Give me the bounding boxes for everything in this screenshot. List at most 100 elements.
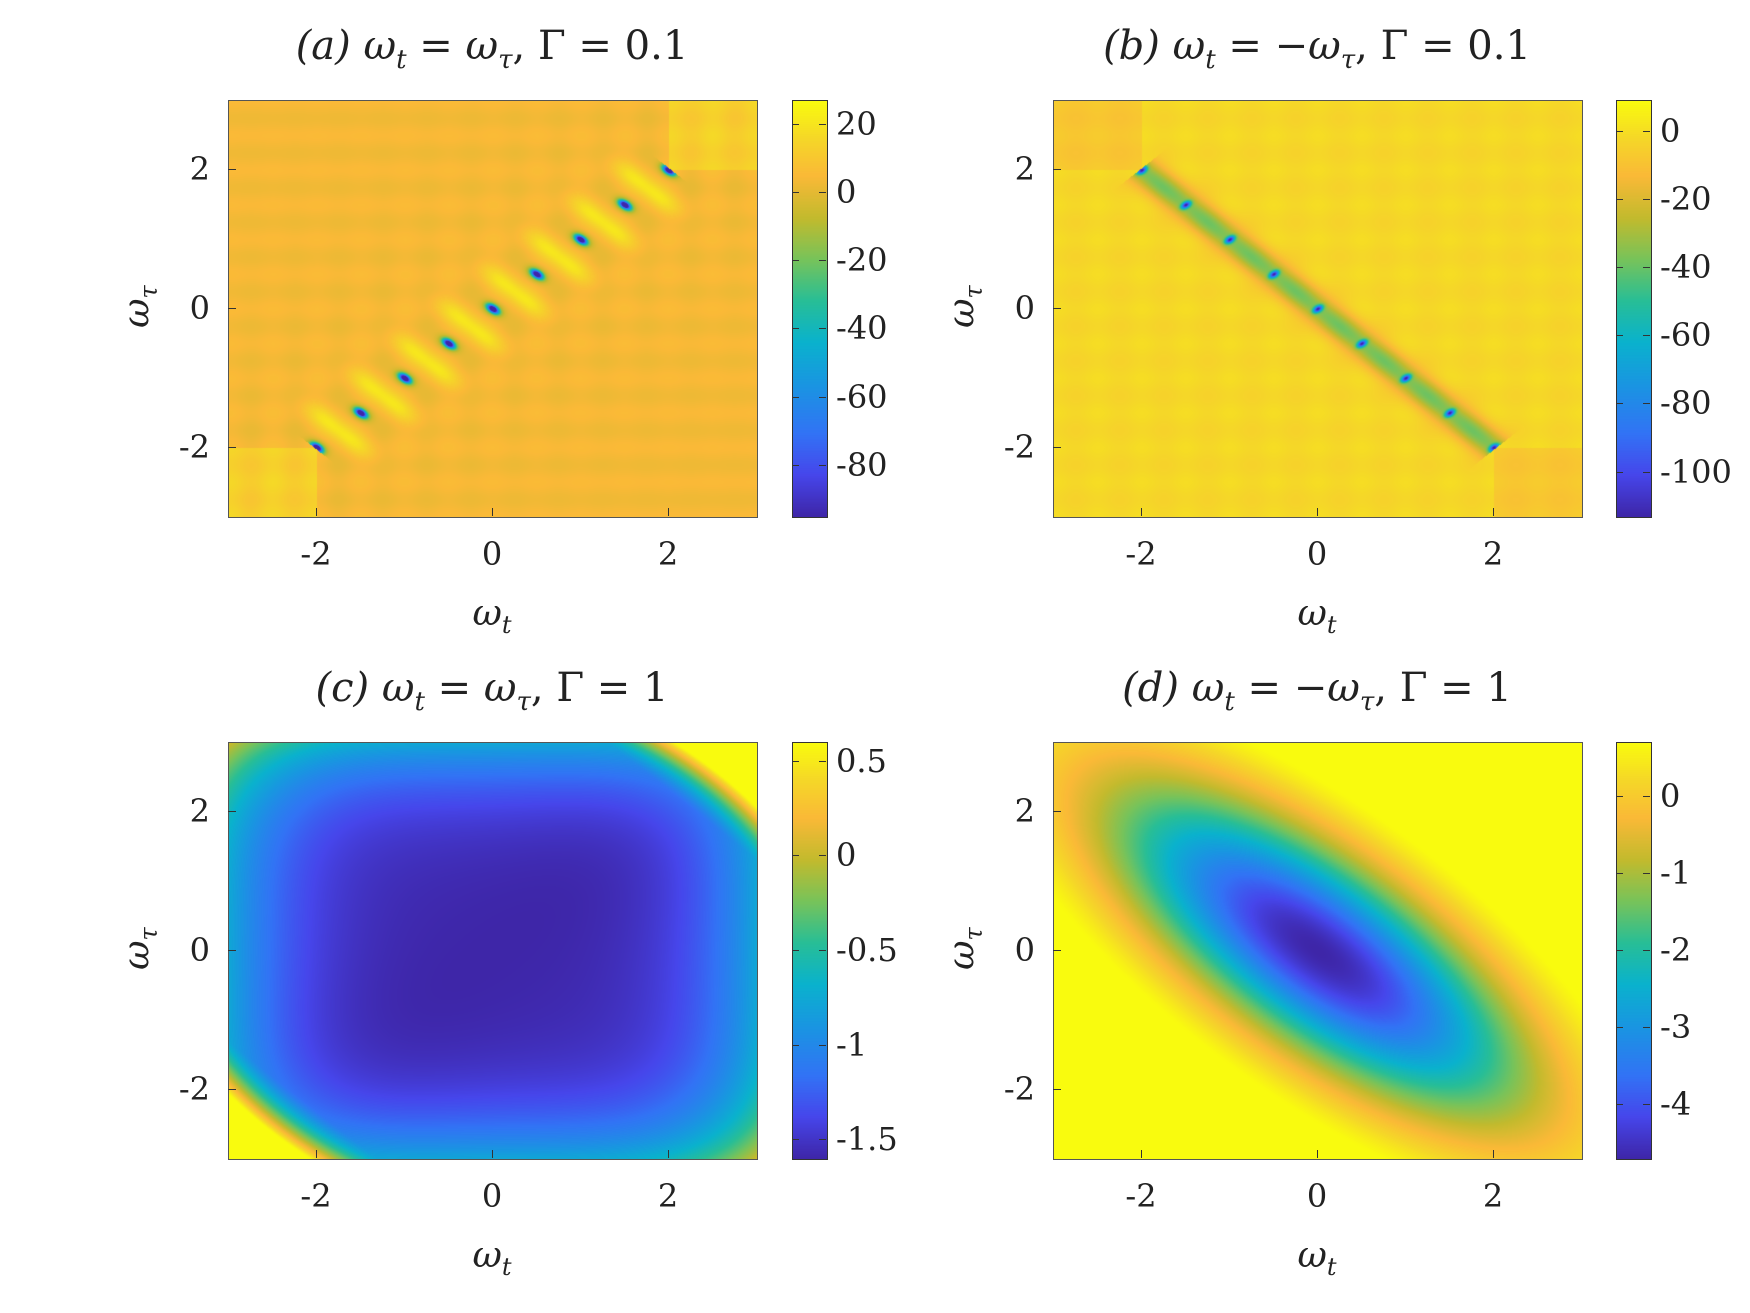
- y-axis-label: ωτ: [116, 285, 163, 328]
- x-axis-label: ωt: [472, 1235, 512, 1282]
- y-tick-mark: [228, 169, 236, 171]
- y-tick-label: 0: [1014, 931, 1035, 969]
- y-tick-label: 2: [1014, 792, 1035, 831]
- colorbar-tick-mark-left: [792, 123, 799, 125]
- colorbar-tick-label: -3: [1660, 1008, 1692, 1047]
- colorbar-tick-label: -4: [1660, 1085, 1692, 1124]
- x-tick-label: 0: [1306, 1177, 1328, 1215]
- x-tick-mark: [1493, 1150, 1494, 1158]
- title-rhs: ω: [483, 665, 517, 711]
- y-tick-mark: [1053, 308, 1061, 309]
- colorbar-tick-label: 0: [836, 836, 857, 875]
- colorbar-tick-mark-left: [792, 396, 799, 398]
- heatmap-canvas: [229, 743, 757, 1159]
- title-letter: (b): [1103, 23, 1160, 69]
- heatmap-canvas: [1054, 743, 1582, 1159]
- colorbar-tick-label: -0.5: [836, 931, 898, 969]
- y-tick-mark: [1053, 811, 1061, 813]
- title-gamma: , Γ = 0.1: [512, 23, 689, 69]
- heatmap-area: [228, 100, 758, 518]
- colorbar-tick-label: 0: [836, 173, 857, 212]
- colorbar-tick-mark-left: [792, 192, 799, 194]
- panel-title: (d) ωt = −ωτ, Γ = 1: [1053, 665, 1581, 717]
- colorbar-canvas: [1617, 101, 1651, 517]
- y-tick-mark: [228, 1088, 236, 1090]
- y-tick-mark: [1053, 950, 1061, 951]
- colorbar-tick-mark: [1643, 335, 1650, 337]
- colorbar-tick-mark: [819, 464, 826, 466]
- colorbar-tick-mark-left: [792, 1139, 799, 1141]
- colorbar-tick-label: -1: [1660, 853, 1692, 892]
- y-tick-mark: [1053, 446, 1061, 448]
- colorbar-tick-label: -2: [1660, 931, 1692, 969]
- y-tick-label: 2: [189, 150, 210, 189]
- title-rhs: ω: [1308, 23, 1341, 69]
- colorbar-tick-mark-left: [792, 328, 799, 330]
- y-tick-mark: [228, 446, 236, 448]
- colorbar-tick-mark-left: [792, 760, 799, 762]
- colorbar-tick-label: -80: [1660, 384, 1712, 423]
- y-tick-label: -2: [1003, 427, 1035, 466]
- heatmap-area: [228, 742, 758, 1160]
- colorbar-tick-mark-left: [1616, 872, 1623, 874]
- colorbar-tick-mark-left: [1616, 795, 1623, 797]
- colorbar-canvas: [1617, 743, 1651, 1159]
- title-eq: = −: [1215, 23, 1309, 69]
- x-tick-mark: [1317, 1150, 1318, 1158]
- colorbar-tick-label: -40: [836, 309, 888, 348]
- colorbar-tick-label: 0: [1660, 776, 1681, 815]
- title-lhs-sub: t: [1224, 687, 1235, 717]
- y-tick-label: -2: [178, 1069, 210, 1108]
- x-tick-label: -2: [1125, 1177, 1157, 1215]
- x-tick-mark: [668, 1150, 669, 1158]
- heatmap-area: [1053, 742, 1583, 1160]
- x-axis-label: ωt: [1297, 1235, 1337, 1282]
- panel-title: (c) ωt = ωτ, Γ = 1: [228, 665, 756, 717]
- x-tick-label: 0: [481, 535, 503, 573]
- colorbar-tick-label: -20: [836, 241, 888, 280]
- heatmap-canvas: [229, 101, 757, 517]
- y-tick-mark: [228, 811, 236, 813]
- x-tick-label: 2: [657, 535, 679, 573]
- y-tick-mark: [228, 308, 236, 309]
- colorbar-tick-mark-left: [1616, 335, 1623, 337]
- colorbar-tick-mark-left: [792, 1044, 799, 1046]
- title-rhs-sub: τ: [498, 45, 513, 75]
- colorbar-tick-mark-left: [1616, 950, 1623, 951]
- colorbar-tick-mark: [1643, 130, 1650, 132]
- title-letter: (c): [315, 665, 370, 711]
- colorbar-tick-mark: [819, 1139, 826, 1141]
- colorbar-tick-mark: [1643, 471, 1650, 473]
- title-gamma: , Γ = 1: [530, 665, 669, 711]
- colorbar-tick-mark: [1643, 1027, 1650, 1029]
- colorbar-tick-label: -20: [1660, 179, 1712, 218]
- title-lhs: ω: [369, 665, 415, 711]
- colorbar-tick-mark: [1643, 795, 1650, 797]
- x-tick-label: 2: [1482, 1177, 1504, 1215]
- y-tick-mark: [1053, 1088, 1061, 1090]
- x-axis-label: ωt: [472, 593, 512, 640]
- x-tick-mark: [492, 1150, 493, 1158]
- x-tick-label: -2: [300, 1177, 332, 1215]
- colorbar-tick-mark-left: [1616, 267, 1623, 269]
- y-tick-label: 0: [189, 931, 210, 969]
- title-eq: =: [424, 665, 484, 711]
- colorbar-tick-mark: [1643, 198, 1650, 200]
- x-tick-mark: [1141, 1150, 1142, 1158]
- x-tick-label: 2: [1482, 535, 1504, 573]
- x-tick-mark: [1141, 508, 1142, 516]
- y-tick-mark: [228, 950, 236, 951]
- x-tick-mark: [316, 508, 317, 516]
- colorbar: [792, 100, 828, 518]
- title-lhs-sub: t: [396, 45, 407, 75]
- colorbar-tick-label: 0: [1660, 111, 1681, 150]
- title-lhs: ω: [350, 23, 397, 69]
- colorbar-tick-label: 0.5: [836, 741, 887, 780]
- colorbar-tick-mark: [819, 855, 826, 857]
- title-gamma: , Γ = 0.1: [1355, 23, 1531, 69]
- colorbar-tick-mark: [819, 950, 826, 951]
- y-tick-mark: [1053, 169, 1061, 171]
- title-lhs-sub: t: [1205, 45, 1216, 75]
- colorbar-tick-label: -1: [836, 1025, 868, 1064]
- colorbar-tick-label: -100: [1660, 452, 1732, 491]
